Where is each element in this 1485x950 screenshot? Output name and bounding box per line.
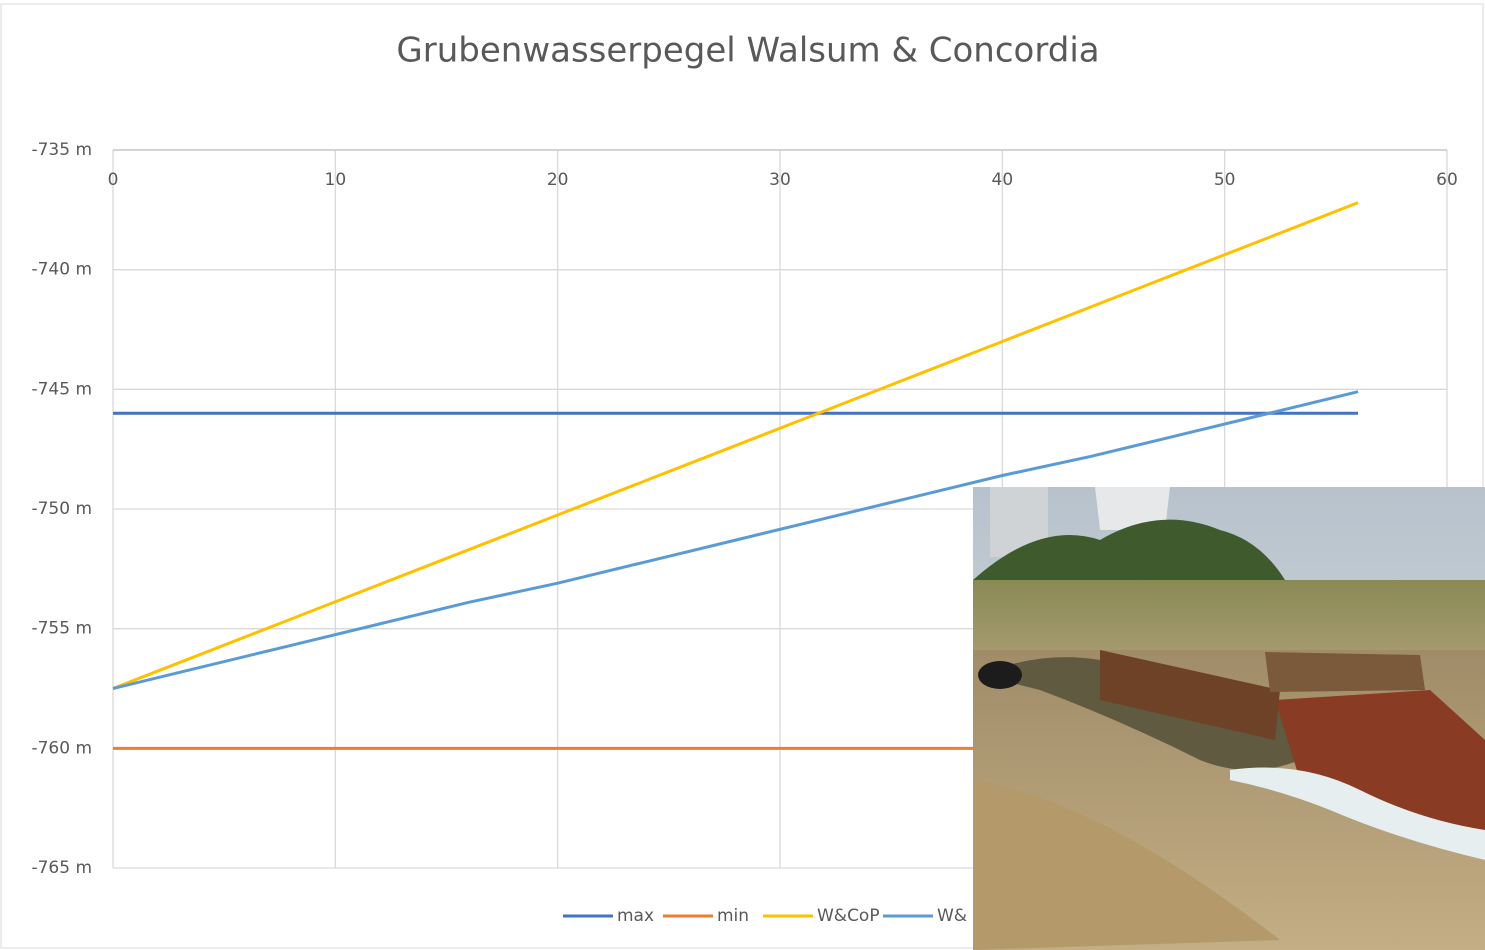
x-tick-label: 0 [108,170,119,190]
y-tick-label: -735 m [31,140,92,160]
page: {"chart_data": {"type": "line", "title":… [0,0,1485,950]
chart: Grubenwasserpegel Walsum & Concordia -76… [0,0,1485,950]
y-tick-label: -740 m [31,260,92,280]
legend-label: W& [937,906,967,926]
chart-title: Grubenwasserpegel Walsum & Concordia [396,31,1099,71]
y-tick-label: -755 m [31,619,92,639]
x-tick-label: 20 [547,170,569,190]
legend-label: min [717,906,749,926]
inset-photo [973,487,1485,950]
legend-label: max [617,906,654,926]
x-tick-label: 60 [1436,170,1458,190]
legend-label: W&CoP [817,906,880,926]
x-tick-label: 40 [992,170,1014,190]
x-tick-label: 30 [769,170,791,190]
y-tick-label: -760 m [31,738,92,758]
y-tick-label: -745 m [31,379,92,399]
y-tick-label: -750 m [31,499,92,519]
x-tick-label: 50 [1214,170,1236,190]
y-tick-label: -765 m [31,858,92,878]
x-tick-label: 10 [325,170,347,190]
